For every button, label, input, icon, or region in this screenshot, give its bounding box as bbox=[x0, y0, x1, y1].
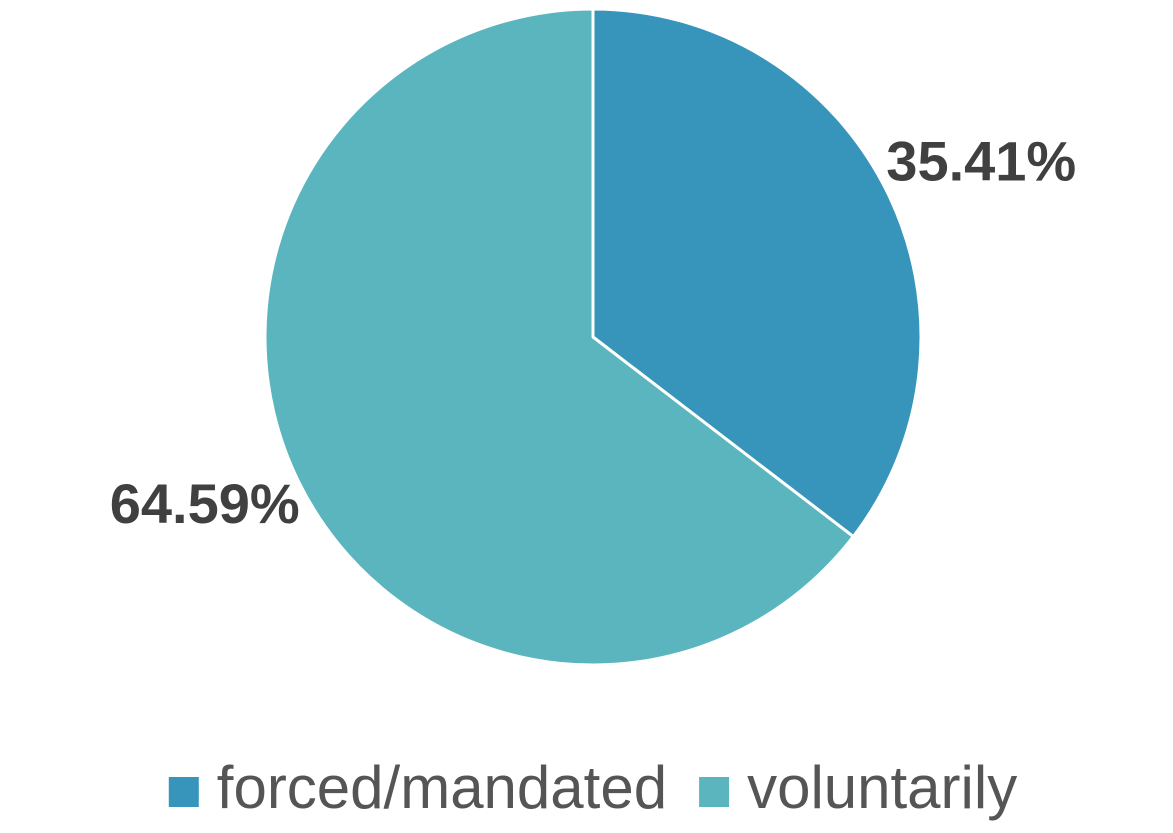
legend-label: voluntarily bbox=[747, 754, 1017, 821]
legend-swatch bbox=[168, 777, 199, 807]
legend-swatch bbox=[699, 777, 730, 807]
value-label: 35.41% bbox=[886, 130, 1076, 193]
value-label: 64.59% bbox=[110, 472, 300, 535]
pie-slice bbox=[263, 7, 855, 667]
pie-slice bbox=[591, 7, 923, 539]
legend-label: forced/mandated bbox=[217, 754, 667, 821]
